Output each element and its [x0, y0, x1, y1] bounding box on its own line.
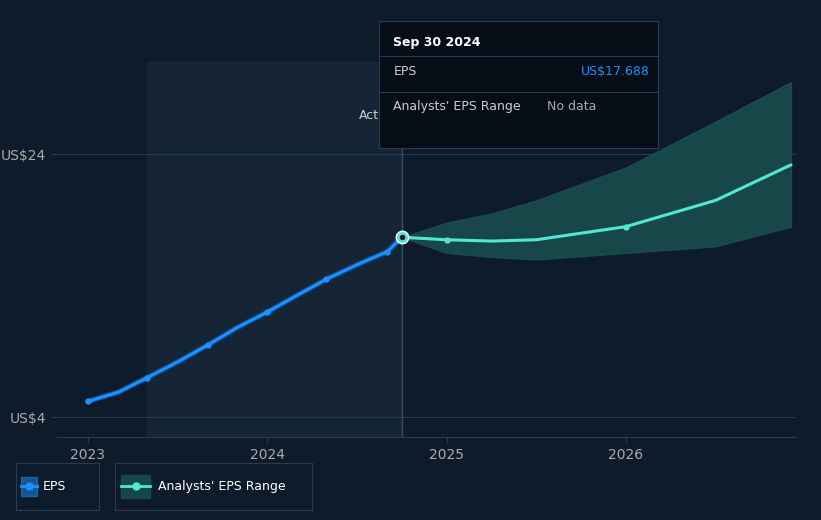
Text: Analysts' EPS Range: Analysts' EPS Range — [158, 479, 286, 493]
Text: Analysts' EPS Range: Analysts' EPS Range — [393, 100, 521, 113]
Text: EPS: EPS — [43, 479, 66, 493]
Text: Sep 30 2024: Sep 30 2024 — [393, 36, 481, 49]
Bar — [147, 62, 401, 437]
Text: No data: No data — [547, 100, 596, 113]
Text: EPS: EPS — [393, 66, 416, 79]
Text: US$17.688: US$17.688 — [581, 66, 650, 79]
Text: Actual: Actual — [359, 109, 398, 122]
Text: Analysts Forecasts: Analysts Forecasts — [406, 109, 522, 122]
